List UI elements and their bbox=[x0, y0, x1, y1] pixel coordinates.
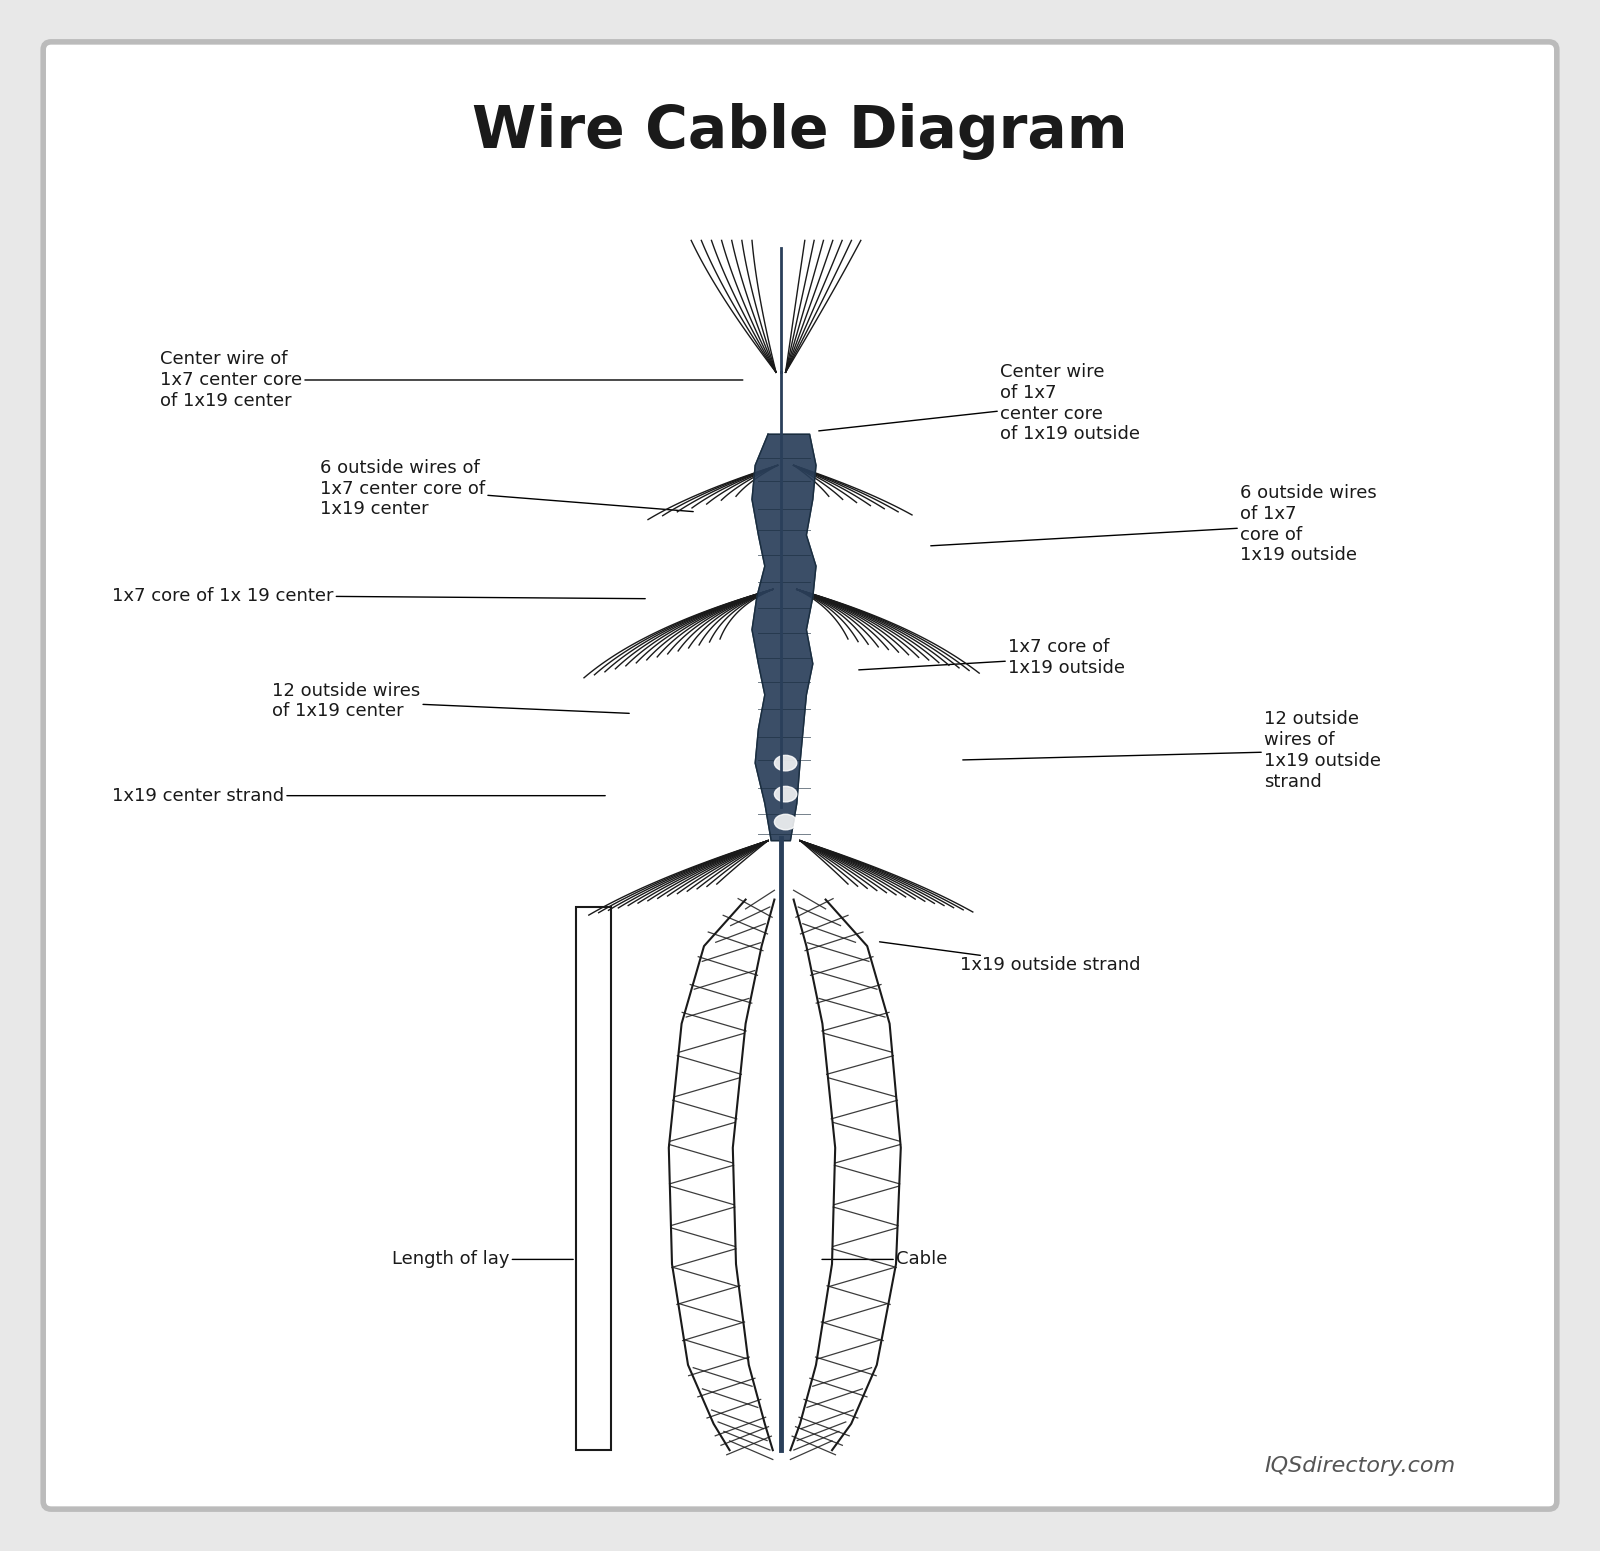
Text: 1x7 core of
1x19 outside: 1x7 core of 1x19 outside bbox=[859, 637, 1125, 678]
Text: 12 outside wires
of 1x19 center: 12 outside wires of 1x19 center bbox=[272, 681, 629, 721]
Text: Wire Cable Diagram: Wire Cable Diagram bbox=[472, 104, 1128, 160]
Bar bbox=[576, 907, 611, 1450]
Text: Length of lay: Length of lay bbox=[392, 1250, 573, 1269]
Polygon shape bbox=[790, 900, 901, 1450]
Text: Cable: Cable bbox=[822, 1250, 947, 1269]
Text: 1x19 center strand: 1x19 center strand bbox=[112, 786, 605, 805]
Ellipse shape bbox=[774, 755, 797, 771]
Text: 1x19 outside strand: 1x19 outside strand bbox=[880, 941, 1141, 974]
Ellipse shape bbox=[774, 814, 797, 830]
Text: 1x7 core of 1x 19 center: 1x7 core of 1x 19 center bbox=[112, 586, 645, 605]
Text: 12 outside
wires of
1x19 outside
strand: 12 outside wires of 1x19 outside strand bbox=[963, 710, 1381, 791]
Text: 6 outside wires
of 1x7
core of
1x19 outside: 6 outside wires of 1x7 core of 1x19 outs… bbox=[931, 484, 1376, 565]
Text: Center wire of
1x7 center core
of 1x19 center: Center wire of 1x7 center core of 1x19 c… bbox=[160, 351, 742, 409]
Polygon shape bbox=[752, 434, 816, 841]
Text: 6 outside wires of
1x7 center core of
1x19 center: 6 outside wires of 1x7 center core of 1x… bbox=[320, 459, 693, 518]
Ellipse shape bbox=[774, 786, 797, 802]
Text: IQSdirectory.com: IQSdirectory.com bbox=[1266, 1456, 1456, 1475]
Polygon shape bbox=[669, 900, 774, 1450]
Text: Center wire
of 1x7
center core
of 1x19 outside: Center wire of 1x7 center core of 1x19 o… bbox=[819, 363, 1139, 444]
